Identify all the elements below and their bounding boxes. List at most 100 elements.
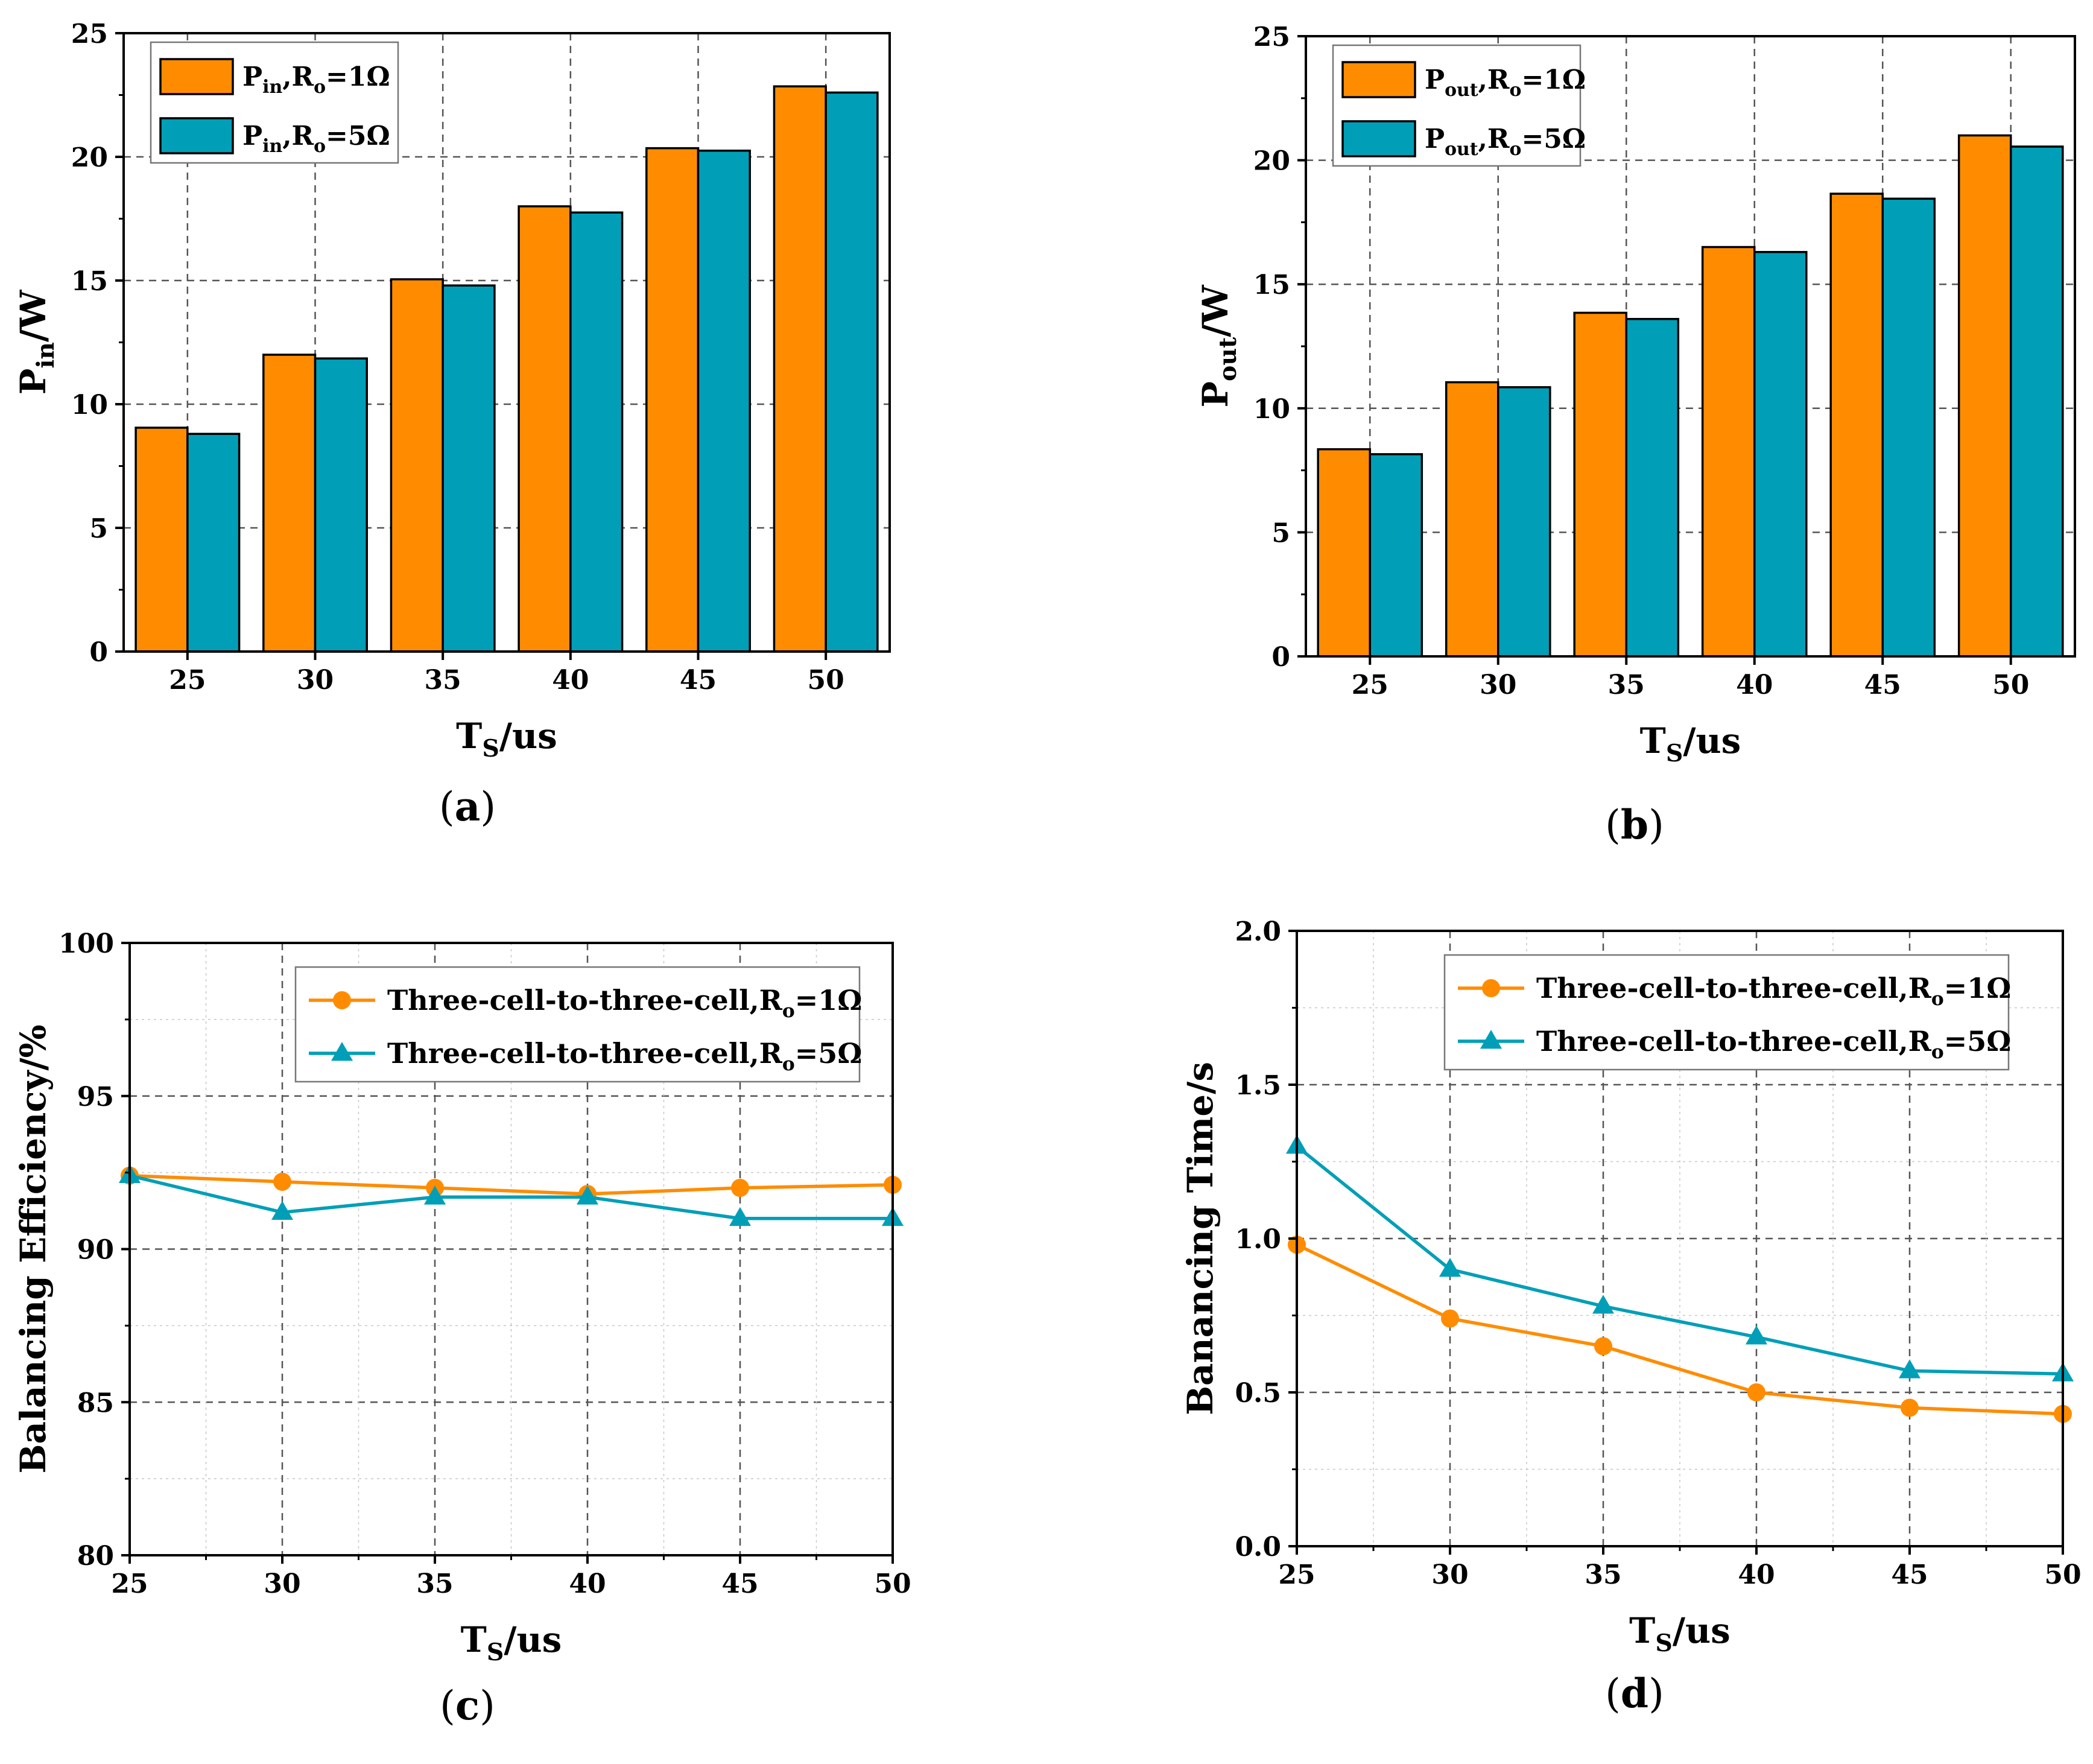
x-axis-title-tail: /us [1683, 720, 1741, 761]
y-tick-label: 100 [59, 928, 114, 959]
series-line-c-1 [129, 1173, 893, 1196]
panel-label-letter: c [455, 1682, 480, 1729]
legend-tail: =1Ω [795, 984, 863, 1017]
panel-label-letter: b [1621, 801, 1648, 848]
x-axis-title-tail: /us [504, 1619, 562, 1660]
x-tick-label: 45 [1891, 1559, 1928, 1590]
point-d-s2-35 [1592, 1295, 1615, 1314]
legend-swatch-2 [1341, 120, 1416, 157]
legend-label-2: Three-cell-to-three-cell,Ro=5Ω [387, 1037, 862, 1075]
x-axis-title-main: T [1640, 720, 1666, 761]
bar-a-s2-45 [697, 150, 751, 653]
legend-tail: =5Ω [1521, 124, 1586, 154]
bar-a-s1-45 [645, 147, 700, 653]
point-c-s2-35 [423, 1185, 446, 1205]
panel-label-letter: a [455, 783, 481, 830]
y-tick-label: 15 [1253, 270, 1290, 300]
bar-a-s1-50 [773, 85, 827, 653]
legend-label-2: Pin,Ro=5Ω [242, 121, 390, 157]
y-axis-title-sub: out [1214, 337, 1242, 381]
legend-mid: ,R [282, 121, 314, 151]
bar-a-s1-40 [518, 205, 572, 653]
panel-label: (a) [439, 783, 496, 830]
y-tick-label: 20 [71, 142, 108, 173]
x-axis-title: TS/us [1640, 720, 1741, 767]
x-axis-title-tail: /us [1673, 1610, 1730, 1651]
bar-b-s1-40 [1701, 246, 1756, 658]
bar-a-s2-50 [825, 91, 879, 653]
y-tick-label: 0.5 [1235, 1378, 1281, 1409]
y-axis-title-tail: /W [1195, 285, 1236, 337]
y-tick-label: 2.0 [1235, 916, 1281, 947]
x-tick-label: 45 [1864, 670, 1901, 700]
point-d-s2-40 [1745, 1325, 1768, 1345]
x-axis-title-main: T [461, 1619, 487, 1660]
legend-swatch-2 [159, 117, 234, 154]
panel-label-open: ( [1605, 1670, 1621, 1717]
x-axis-title: TS/us [461, 1619, 562, 1666]
bar-b-s2-45 [1881, 197, 1936, 658]
legend-tail: =5Ω [795, 1037, 863, 1070]
y-tick-label: 1.5 [1235, 1070, 1281, 1101]
panel-label-open: ( [440, 1683, 455, 1729]
x-tick-label: 45 [680, 665, 717, 696]
point-d-s1-30 [1441, 1309, 1459, 1328]
panel-label-letter: d [1621, 1670, 1648, 1717]
legend-sub: in [262, 136, 282, 157]
legend-tail: =5Ω [326, 121, 390, 151]
legend-main: Three-cell-to-three-cell,R [1536, 1025, 1932, 1058]
legend-mid: ,R [1478, 124, 1510, 154]
x-tick-label: 40 [1736, 670, 1773, 700]
bar-a-s2-30 [314, 357, 368, 653]
legend-sub: in [262, 77, 282, 98]
bar-b-s2-25 [1369, 453, 1423, 658]
line-chart-d: 0.0 0.5 1.0 1.5 2.0 25 30 35 40 45 50 Three-cell-to… [1180, 916, 2082, 1717]
y-axis-title: Pin/W [13, 290, 60, 395]
x-tick-label: 25 [169, 665, 206, 696]
series-line-d-1 [1296, 1243, 2063, 1416]
legend-label-1: Three-cell-to-three-cell,Ro=1Ω [387, 984, 862, 1022]
y-axis-title: Banancing Time/s [1180, 1062, 1221, 1415]
panel-label-close: ) [1648, 1670, 1664, 1717]
point-c-s1-30 [273, 1172, 291, 1191]
point-c-s1-45 [731, 1179, 749, 1197]
legend-marker-2 [331, 1042, 353, 1061]
bar-b-s1-25 [1317, 448, 1371, 658]
legend-main: P [242, 62, 262, 92]
y-tick-label: 90 [77, 1235, 114, 1266]
legend-swatch-1 [159, 58, 234, 95]
legend-main: Three-cell-to-three-cell,R [387, 984, 783, 1017]
y-tick-label: 85 [77, 1388, 114, 1418]
bar-b-s1-35 [1573, 311, 1627, 658]
x-tick-label: 40 [552, 665, 589, 696]
y-tick-label: 95 [77, 1082, 114, 1112]
legend-main: Three-cell-to-three-cell,R [1536, 972, 1932, 1004]
x-axis-title-tail: /us [499, 715, 557, 757]
panel-label-close: ) [480, 784, 496, 830]
y-tick-label: 1.0 [1235, 1224, 1281, 1255]
legend-label-1: Three-cell-to-three-cell,Ro=1Ω [1536, 972, 2011, 1010]
bar-a-s1-35 [390, 278, 444, 653]
legend-sub: o [1931, 1041, 1944, 1063]
bar-b-s1-50 [1957, 134, 2012, 658]
legend-main: Three-cell-to-three-cell,R [387, 1037, 783, 1070]
panel-label-open: ( [439, 784, 455, 830]
legend-marker-2 [1480, 1030, 1502, 1049]
panel-label-open: ( [1605, 802, 1621, 848]
legend-sub: o [782, 1053, 795, 1075]
legend-marker-1 [333, 991, 351, 1009]
y-tick-label: 10 [71, 390, 108, 420]
y-tick-label: 5 [89, 513, 108, 544]
x-tick-label: 35 [416, 1569, 453, 1599]
y-tick-label: 15 [71, 266, 108, 297]
legend-marker-1 [1482, 979, 1500, 997]
x-axis-title-main: T [1629, 1610, 1655, 1651]
legend-main: P [1425, 65, 1445, 95]
y-tick-label: 25 [71, 19, 108, 49]
x-tick-label: 35 [425, 665, 461, 696]
x-axis-title-sub: S [482, 735, 499, 763]
point-d-s1-35 [1594, 1337, 1612, 1356]
point-c-s2-40 [576, 1185, 599, 1205]
x-tick-label: 30 [1431, 1559, 1468, 1590]
legend-sub: out [1445, 139, 1478, 160]
